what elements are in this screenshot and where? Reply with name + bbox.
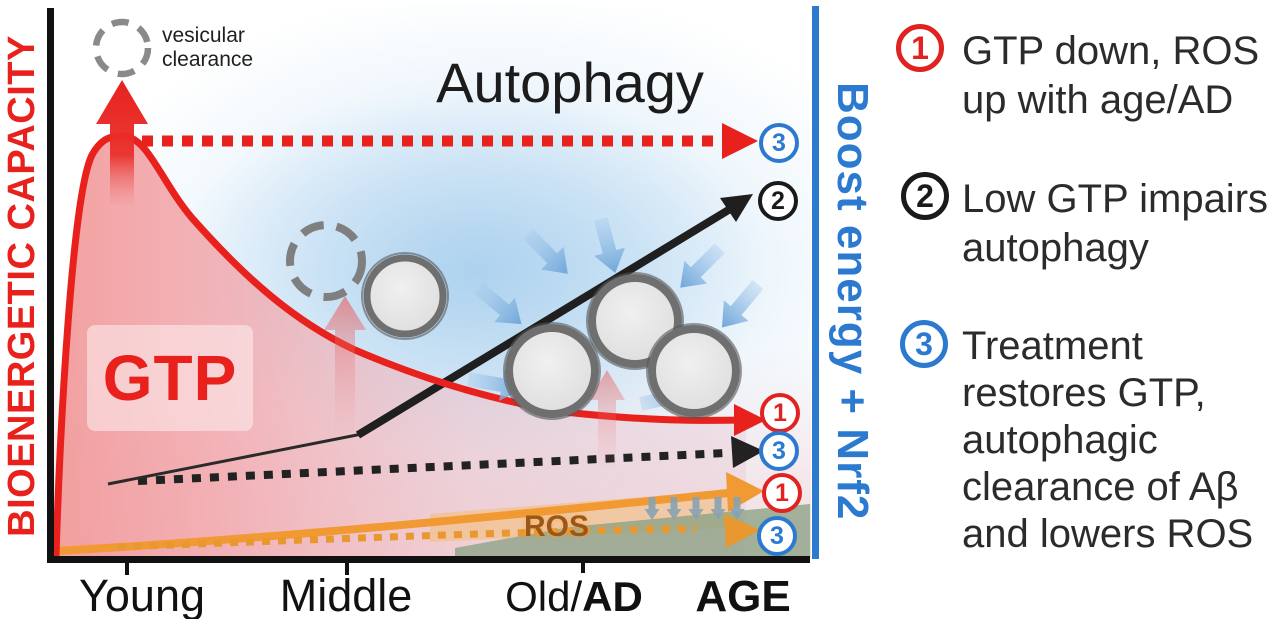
x-label-middle: Middle xyxy=(279,570,413,619)
vesicle-dashed-circle-middle xyxy=(286,221,366,301)
legend-badge-1: 1 xyxy=(896,24,944,72)
legend-item-3-line4: clearance of Aβ xyxy=(962,465,1239,509)
tick-middle xyxy=(345,563,349,575)
ros-lowered-arrowhead xyxy=(724,514,760,548)
plot-badge-1-low: 1 xyxy=(762,473,802,513)
legend-item-1: GTP down, ROS up with age/AD xyxy=(962,27,1259,125)
plot-badge-3-top: 3 xyxy=(759,123,799,163)
autophagy-boost-line-thin xyxy=(107,432,363,486)
vesicle-2 xyxy=(503,322,601,420)
legend-item-1-line2: up with age/AD xyxy=(962,78,1234,122)
ros-lowered-dashed-line xyxy=(117,525,697,551)
autophagy-aging-arrowhead xyxy=(731,436,764,468)
gtp-curve-arrowhead xyxy=(734,404,766,436)
legend-item-3-line3: autophagic xyxy=(962,418,1158,462)
plot-title: Autophagy xyxy=(436,51,704,114)
plot-badge-1-mid: 1 xyxy=(760,393,800,433)
autophagy-boost-line xyxy=(355,199,743,439)
ros-label: ROS xyxy=(524,510,590,543)
gtp-curve-fill xyxy=(56,136,746,556)
boost-arrow-middle xyxy=(324,296,366,432)
vesicular-clearance-line1: vesicular xyxy=(162,24,245,47)
x-label-old-prefix: Old/ xyxy=(505,573,583,619)
legend-item-1-line1: GTP down, ROS xyxy=(962,29,1260,73)
legend-item-3-line5: and lowers ROS xyxy=(962,512,1254,556)
autophagy-aging-dashed-line xyxy=(137,449,727,485)
legend-item-3-line1: Treatment xyxy=(962,324,1143,368)
gtp-label: GTP xyxy=(87,325,253,431)
x-axis-title: AGE xyxy=(695,572,791,619)
vesicular-clearance-line2: clearance xyxy=(162,48,254,71)
legend-badge-3: 3 xyxy=(900,320,948,368)
tick-young xyxy=(125,563,129,575)
vesicle-dashed-circle-top xyxy=(92,18,152,78)
legend-item-2-line1: Low GTP impairs xyxy=(962,177,1269,221)
right-axis-line xyxy=(812,6,819,559)
legend-item-2: Low GTP impairs autophagy xyxy=(962,175,1268,273)
y-axis xyxy=(47,8,54,561)
legend-item-3: Treatment restores GTP, autophagic clear… xyxy=(962,323,1253,558)
right-axis-label: Boost energy + Nrf2 xyxy=(828,82,877,521)
boost-arrow-old xyxy=(589,370,625,468)
legend-item-3-line2: restores GTP, xyxy=(962,371,1206,415)
plot-badge-3-mid: 3 xyxy=(759,431,799,471)
gtp-restored-arrowhead xyxy=(722,123,758,159)
vesicular-clearance-label: vesicular clearance xyxy=(162,24,253,72)
tick-oldad xyxy=(581,563,585,573)
x-axis xyxy=(47,556,810,563)
legend-badge-2: 2 xyxy=(901,172,949,220)
autophagy-boost-arrowhead xyxy=(720,194,753,222)
y-axis-label: BIOENERGETIC CAPACITY xyxy=(1,35,43,537)
ros-lowering-arrows xyxy=(644,497,745,520)
boost-arrow-young xyxy=(96,80,148,205)
x-label-oldad: Old/AD xyxy=(490,573,658,619)
vesicle-4 xyxy=(646,323,742,419)
x-label-young: Young xyxy=(79,570,205,619)
x-label-old-suffix: AD xyxy=(582,573,643,619)
legend-item-2-line2: autophagy xyxy=(962,226,1149,270)
plot-badge-2: 2 xyxy=(758,181,798,221)
plot-badge-3-low: 3 xyxy=(757,516,797,556)
vesicle-1 xyxy=(361,252,449,340)
